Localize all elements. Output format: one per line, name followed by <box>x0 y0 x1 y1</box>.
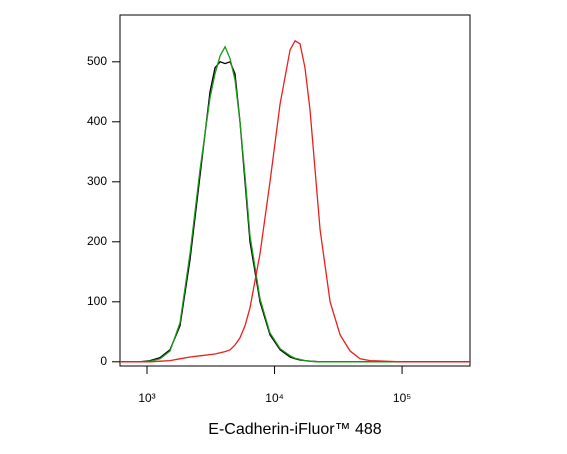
y-tick-label: 300 <box>87 174 107 188</box>
series-line <box>120 60 470 363</box>
y-tick-label: 400 <box>87 114 107 128</box>
series-line <box>120 45 470 363</box>
x-tick-label: 10⁵ <box>393 391 411 405</box>
y-tick-label: 200 <box>87 234 107 248</box>
y-tick-label: 500 <box>87 54 107 68</box>
x-tick-label: 10⁴ <box>265 391 284 405</box>
x-tick-label: 10³ <box>138 391 155 405</box>
y-tick-label: 0 <box>100 354 107 368</box>
series-line <box>120 39 470 363</box>
plot-frame <box>119 14 471 367</box>
x-axis-label: E-Cadherin-iFluor™ 488 <box>208 421 382 438</box>
y-tick-label: 100 <box>87 294 107 308</box>
